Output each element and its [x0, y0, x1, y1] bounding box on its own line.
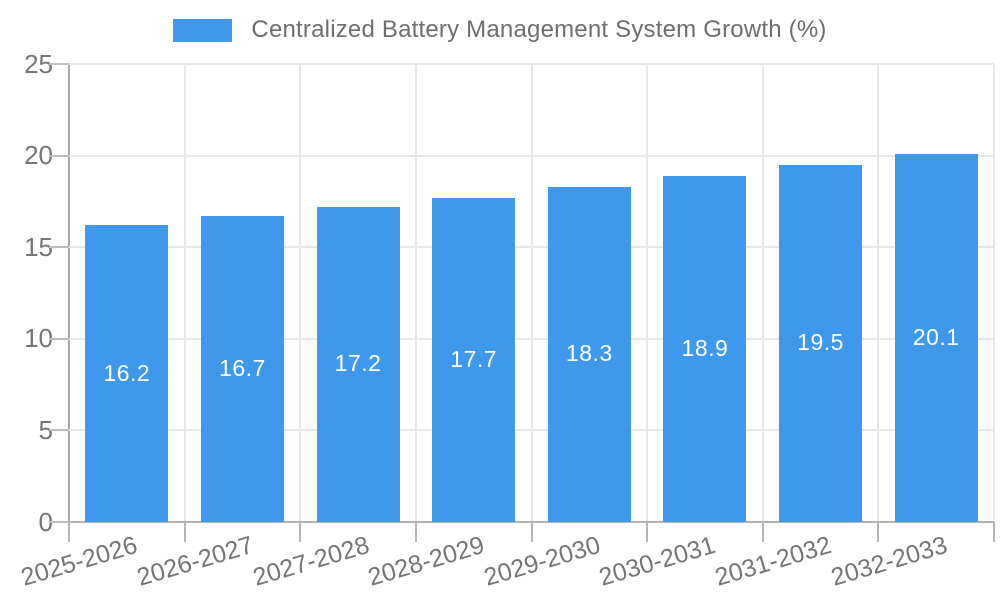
x-tick-mark	[761, 522, 764, 542]
bar: 17.7	[432, 197, 516, 522]
x-category-label: 2027-2028	[249, 531, 373, 592]
y-tick-mark	[49, 521, 69, 523]
y-tick-label: 15	[24, 231, 53, 262]
v-gridline	[646, 64, 649, 522]
bar-value-label: 18.3	[565, 340, 613, 367]
legend-label: Centralized Battery Management System Gr…	[251, 16, 827, 43]
y-tick-mark	[49, 154, 69, 157]
bar-value-label: 19.5	[797, 329, 844, 356]
v-gridline	[993, 64, 995, 522]
bar-value-label: 16.7	[219, 355, 266, 382]
v-gridline	[530, 64, 533, 522]
legend-swatch	[173, 18, 233, 42]
x-category-label: 2029-2030	[480, 531, 604, 592]
x-category-label: 2025-2026	[18, 531, 141, 592]
v-gridline	[877, 64, 880, 522]
bar: 19.5	[779, 164, 863, 522]
bar-value-label: 20.1	[912, 323, 960, 350]
bar-value-label: 17.7	[450, 345, 498, 372]
bar: 16.2	[85, 225, 169, 522]
v-gridline	[299, 64, 302, 522]
y-tick-label: 0	[38, 506, 53, 537]
bar: 16.7	[200, 216, 284, 522]
y-tick-label: 5	[38, 414, 53, 445]
y-tick-mark	[49, 337, 69, 340]
x-tick-mark	[646, 522, 649, 542]
bar-value-label: 18.9	[681, 334, 729, 361]
bar: 18.9	[663, 175, 747, 522]
bar-value-label: 16.2	[103, 359, 151, 386]
x-tick-mark	[68, 522, 70, 542]
y-tick-mark	[49, 63, 69, 65]
x-tick-mark	[877, 522, 880, 542]
bar: 17.2	[316, 206, 400, 522]
y-tick-mark	[49, 429, 69, 432]
x-category-label: 2026-2027	[133, 531, 257, 592]
x-tick-mark	[414, 522, 417, 542]
legend: Centralized Battery Management System Gr…	[0, 16, 1000, 44]
x-category-label: 2031-2032	[711, 531, 835, 592]
x-tick-mark	[530, 522, 533, 542]
y-axis-line	[68, 64, 70, 542]
x-tick-mark	[299, 522, 302, 542]
bar-value-label: 17.2	[334, 350, 382, 377]
y-tick-mark	[49, 246, 69, 249]
y-tick-label: 10	[24, 323, 53, 354]
y-tick-label: 20	[24, 140, 53, 171]
x-category-label: 2032-2033	[827, 531, 951, 592]
x-category-label: 2028-2029	[365, 531, 488, 592]
x-category-label: 2030-2031	[596, 531, 719, 592]
x-tick-mark	[183, 522, 186, 542]
v-gridline	[183, 64, 186, 522]
y-tick-label: 25	[24, 48, 53, 79]
v-gridline	[414, 64, 417, 522]
x-tick-mark	[993, 522, 995, 542]
bar: 20.1	[894, 153, 978, 522]
bar: 18.3	[547, 186, 631, 522]
v-gridline	[761, 64, 764, 522]
plot-area: 16.2 16.7 17.2 17.7 18.3 18.9 19.5 20.1	[69, 63, 995, 523]
